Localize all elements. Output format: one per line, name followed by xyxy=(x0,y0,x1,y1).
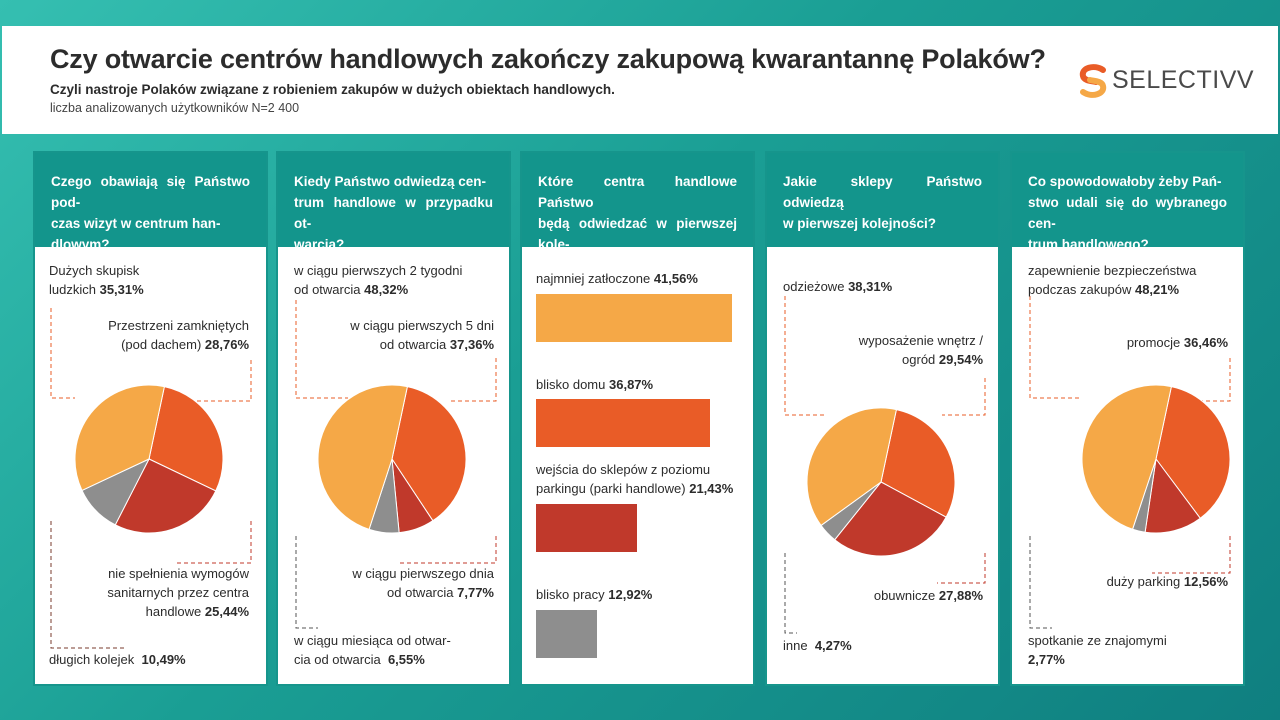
slice-label-promotions: promocje 36,46% xyxy=(1126,335,1228,350)
heading-line: jności? xyxy=(538,258,586,273)
pie-slice xyxy=(148,386,224,492)
slice-label-crowds: Dużych skupisk ludzkich 35,31% xyxy=(49,263,144,297)
bar-least-crowded xyxy=(536,294,732,342)
pie-chart xyxy=(1081,384,1231,534)
heading-line: warcia? xyxy=(294,237,345,252)
slice-label-other: inne 4,27% xyxy=(783,638,852,653)
slice-label-2-weeks: w ciągu pierwszych 2 tygodni od otwarcia… xyxy=(294,263,463,297)
slice-label-sanitary: nie spełnienia wymogów sanitarnych przez… xyxy=(107,566,249,619)
heading-line: Jakie sklepy Państwo odwiedzą xyxy=(783,174,982,210)
slice-label-month: w ciągu miesiąca od otwar- cia od otwarc… xyxy=(294,633,451,667)
heading-line: stwo udali się do wybranego cen- xyxy=(1028,195,1227,231)
slice-label-enclosed: Przestrzeni zamkniętych (pod dachem) 28,… xyxy=(108,318,249,352)
slice-label-clothing: odzieżowe 38,31% xyxy=(783,279,893,294)
slice-label-shoes: obuwnicze 27,88% xyxy=(873,588,983,603)
panel-heading: Co spowodowałoby żeby Pań- stwo udali si… xyxy=(1012,153,1243,252)
logo-mark-icon xyxy=(1079,64,1107,98)
heading-line: Czego obawiają się Państwo pod- xyxy=(51,174,250,210)
panel-heading: Czego obawiają się Państwo pod- czas wiz… xyxy=(35,153,266,252)
pie-chart xyxy=(74,384,224,534)
pie-slice xyxy=(806,407,897,527)
pie-slice xyxy=(1144,457,1201,534)
bar-label: blisko pracy 12,92% xyxy=(536,587,653,602)
pie-slice xyxy=(834,481,947,557)
selectivv-logo: SELECTIVV xyxy=(1076,62,1256,102)
heading-line: Co spowodowałoby żeby Pań- xyxy=(1028,174,1222,189)
panel-store-types: Jakie sklepy Państwo odwiedzą w pierwsze… xyxy=(765,151,1000,686)
panel-concerns: Czego obawiają się Państwo pod- czas wiz… xyxy=(33,151,268,686)
panel-motivation: Co spowodowałoby żeby Pań- stwo udali si… xyxy=(1010,151,1245,686)
pie-chart xyxy=(806,407,956,557)
slice-label-home-garden: wyposażenie wnętrz / ogród 29,54% xyxy=(858,333,983,367)
bar-near-work xyxy=(536,610,597,658)
page-title: Czy otwarcie centrów handlowych zakończy… xyxy=(50,44,1046,74)
slice-label-queues: długich kolejek 10,49% xyxy=(49,652,186,667)
header: Czy otwarcie centrów handlowych zakończy… xyxy=(2,26,1278,134)
page-subtitle: Czyli nastroje Polaków związane z robien… xyxy=(50,82,615,97)
slice-label-friends: spotkanie ze znajomymi 2,77% xyxy=(1028,633,1167,667)
pie-slice xyxy=(880,409,956,518)
bar-label: blisko domu 36,87% xyxy=(536,377,654,392)
heading-line: Kiedy Państwo odwiedzą cen- xyxy=(294,174,487,189)
pie-slice xyxy=(317,384,408,530)
bar-near-home xyxy=(536,399,710,447)
slice-label-5-days: w ciągu pierwszych 5 dni od otwarcia 37,… xyxy=(350,318,494,352)
pie-slice xyxy=(1081,384,1172,530)
logo-text: SELECTIVV xyxy=(1112,66,1255,94)
pie-slice xyxy=(1155,386,1231,519)
slice-label-first-day: w ciągu pierwszego dnia od otwarcia 7,77… xyxy=(352,566,494,600)
panel-heading: Kiedy Państwo odwiedzą cen- trum handlow… xyxy=(278,153,509,252)
bar-retail-parks xyxy=(536,504,638,552)
pie-slice xyxy=(114,458,217,534)
slice-label-parking: duży parking 12,56% xyxy=(1106,574,1228,589)
bar-label: wejścia do sklepów z poziomu parkingu (p… xyxy=(536,462,734,496)
pie-slice xyxy=(391,386,467,522)
panel-mall-preference: Które centra handlowe Państwo będą odwie… xyxy=(520,151,755,686)
panel-visit-timing: Kiedy Państwo odwiedzą cen- trum handlow… xyxy=(276,151,511,686)
heading-line: czas wizyt w centrum han- xyxy=(51,216,221,231)
slice-label-safety: zapewnienie bezpieczeństwa podczas zakup… xyxy=(1028,263,1197,297)
sample-size-note: liczba analizowanych użytkowników N=2 40… xyxy=(50,101,300,115)
panel-heading: Jakie sklepy Państwo odwiedzą w pierwsze… xyxy=(767,153,998,247)
heading-line: trum handlowe w przypadku ot- xyxy=(294,195,493,231)
heading-line: Które centra handlowe Państwo xyxy=(538,174,737,210)
heading-line: będą odwiedzać w pierwszej kole- xyxy=(538,216,737,252)
bar-label: najmniej zatłoczone 41,56% xyxy=(536,271,698,286)
heading-line: trum handlowego? xyxy=(1028,237,1149,252)
pie-chart xyxy=(317,384,467,534)
pie-slice xyxy=(74,384,165,492)
heading-line: dlowym? xyxy=(51,237,110,252)
panel-heading: Które centra handlowe Państwo będą odwie… xyxy=(522,153,753,273)
heading-note: (wielokrotnego wyboru) xyxy=(589,258,729,273)
heading-line: w pierwszej kolejności? xyxy=(783,216,937,231)
